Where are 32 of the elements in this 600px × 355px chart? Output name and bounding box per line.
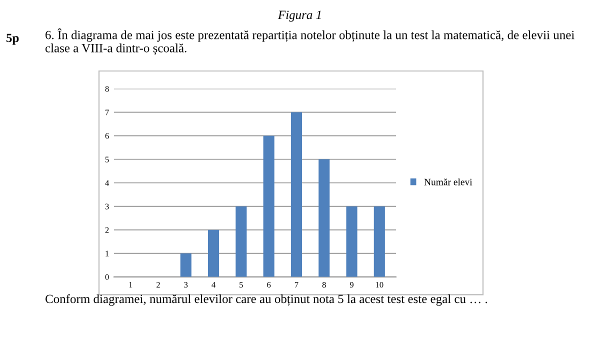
bar [374, 206, 385, 277]
x-tick-label: 3 [184, 282, 188, 288]
y-tick-label: 8 [105, 86, 109, 92]
text: 6. În diagrama de mai jos este prezentată repartiția notelor obținute la un test la matematică, de elevii unei clase a VIII-a dintr-o școală. [45, 28, 574, 55]
bar [290, 112, 302, 277]
bar [318, 159, 330, 277]
y-tick-label: 7 [106, 110, 109, 116]
y-tick-label: 5 [105, 156, 109, 162]
bar [346, 206, 358, 277]
chart-title: Figura 1 [278, 10, 321, 22]
bar [263, 136, 274, 277]
x-tick-label: 2 [156, 282, 160, 288]
bar [180, 253, 192, 277]
text: Conform diagramei, numărul elevilor care au obținut nota 5 la acest test este egal cu … . [46, 294, 488, 306]
x-tick-label: 5 [240, 282, 243, 288]
y-tick-label: 6 [105, 133, 109, 139]
y-tick-label: 1 [106, 250, 109, 256]
y-tick-label: 3 [105, 204, 109, 210]
y-tick-label: 0 [105, 274, 109, 280]
x-tick-label: 6 [267, 282, 271, 288]
y-tick-label: 2 [105, 227, 109, 233]
x-tick-label: 1 [129, 282, 132, 288]
legend-label: Număr elevi [424, 178, 472, 186]
bar [236, 206, 247, 277]
x-tick-label: 7 [294, 282, 298, 288]
bar [208, 230, 220, 277]
x-tick-label: 9 [350, 282, 354, 288]
x-tick-label: 10 [376, 282, 384, 288]
x-tick-label: 4 [212, 282, 216, 288]
y-tick-label: 4 [105, 180, 110, 186]
text: 5p [6, 34, 19, 45]
x-tick-label: 8 [322, 282, 326, 288]
